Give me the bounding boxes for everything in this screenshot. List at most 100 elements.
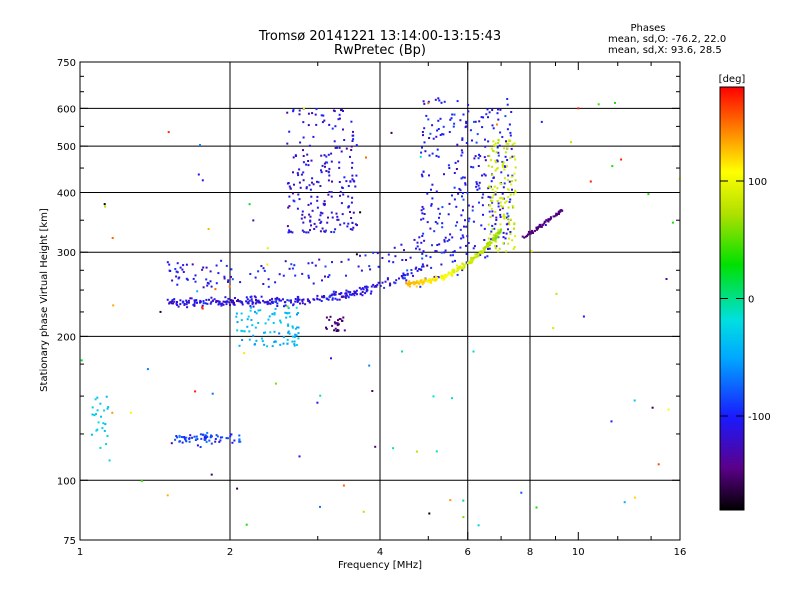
- data-point: [190, 297, 193, 300]
- data-point: [402, 273, 405, 276]
- data-point: [309, 229, 311, 232]
- data-point: [354, 185, 357, 188]
- data-point: [336, 298, 339, 301]
- data-point: [176, 304, 179, 306]
- data-point: [345, 180, 348, 183]
- data-point: [177, 305, 180, 308]
- data-point: [499, 201, 502, 204]
- data-point: [493, 185, 496, 188]
- data-point: [448, 167, 451, 169]
- data-point: [461, 138, 464, 141]
- data-point: [301, 299, 304, 301]
- data-point: [362, 288, 365, 291]
- data-point: [453, 113, 456, 116]
- data-point: [306, 153, 309, 156]
- data-point: [469, 262, 472, 265]
- data-point: [323, 162, 326, 165]
- data-point: [555, 292, 558, 295]
- data-point: [418, 280, 421, 283]
- data-point: [507, 142, 510, 145]
- data-point: [497, 154, 500, 157]
- data-point: [494, 245, 497, 248]
- data-point: [489, 186, 492, 189]
- data-point: [426, 192, 429, 195]
- data-point: [443, 100, 446, 103]
- data-point: [184, 439, 187, 442]
- data-point: [290, 299, 292, 302]
- data-point: [435, 250, 438, 253]
- data-point: [289, 315, 292, 318]
- data-point: [421, 146, 423, 149]
- data-point: [472, 247, 475, 250]
- data-point: [208, 439, 211, 442]
- data-point: [94, 398, 97, 401]
- data-point: [292, 303, 295, 306]
- data-point: [477, 165, 480, 167]
- data-point: [347, 205, 350, 208]
- x-tick-label: 1: [77, 547, 83, 558]
- data-point: [418, 236, 421, 239]
- data-point: [433, 230, 436, 233]
- data-point: [324, 203, 326, 206]
- data-point: [295, 334, 298, 337]
- data-point: [280, 299, 282, 302]
- data-point: [228, 301, 231, 304]
- data-point: [168, 301, 171, 304]
- data-point: [340, 202, 343, 205]
- data-point: [333, 140, 336, 143]
- data-point: [91, 413, 94, 416]
- data-point: [185, 436, 188, 439]
- data-point: [292, 110, 295, 113]
- data-point: [298, 198, 301, 201]
- phase-stats-x: mean, sd,X: 93.6, 28.5: [608, 45, 722, 56]
- data-point: [334, 125, 337, 128]
- data-point: [405, 279, 408, 282]
- data-point: [456, 100, 459, 103]
- data-point: [108, 459, 111, 462]
- data-point: [457, 265, 460, 268]
- data-point: [456, 143, 459, 146]
- data-point: [492, 234, 495, 237]
- data-point: [449, 233, 452, 236]
- data-point: [338, 113, 341, 116]
- data-point: [231, 301, 234, 304]
- data-point: [214, 440, 217, 443]
- data-point: [188, 440, 191, 443]
- data-point: [506, 159, 509, 161]
- data-point: [225, 437, 228, 440]
- data-point: [96, 428, 99, 431]
- data-point: [229, 435, 232, 438]
- data-point: [236, 487, 239, 490]
- data-point: [485, 245, 488, 247]
- data-point: [423, 102, 426, 105]
- data-point: [330, 160, 333, 163]
- data-point: [262, 267, 265, 270]
- data-point: [623, 501, 626, 504]
- data-point: [428, 278, 431, 281]
- data-point: [471, 259, 474, 261]
- data-point: [381, 281, 384, 284]
- data-point: [243, 352, 246, 355]
- data-point: [470, 259, 473, 262]
- data-point: [451, 274, 454, 277]
- data-point: [230, 275, 232, 278]
- data-point: [313, 222, 316, 225]
- y-tick-label: 75: [63, 536, 76, 547]
- data-point: [296, 295, 299, 298]
- data-point: [291, 335, 294, 338]
- data-point: [293, 264, 296, 267]
- data-point: [420, 151, 423, 154]
- data-point: [494, 247, 497, 250]
- data-point: [324, 265, 327, 268]
- data-point: [489, 244, 491, 247]
- data-point: [221, 302, 224, 305]
- data-point: [461, 137, 464, 140]
- data-point: [318, 218, 321, 221]
- data-point: [502, 186, 505, 189]
- data-point: [478, 187, 481, 190]
- data-point: [285, 316, 288, 319]
- data-point: [597, 103, 600, 106]
- data-point: [297, 332, 300, 335]
- data-point: [377, 265, 380, 268]
- data-point: [415, 450, 418, 453]
